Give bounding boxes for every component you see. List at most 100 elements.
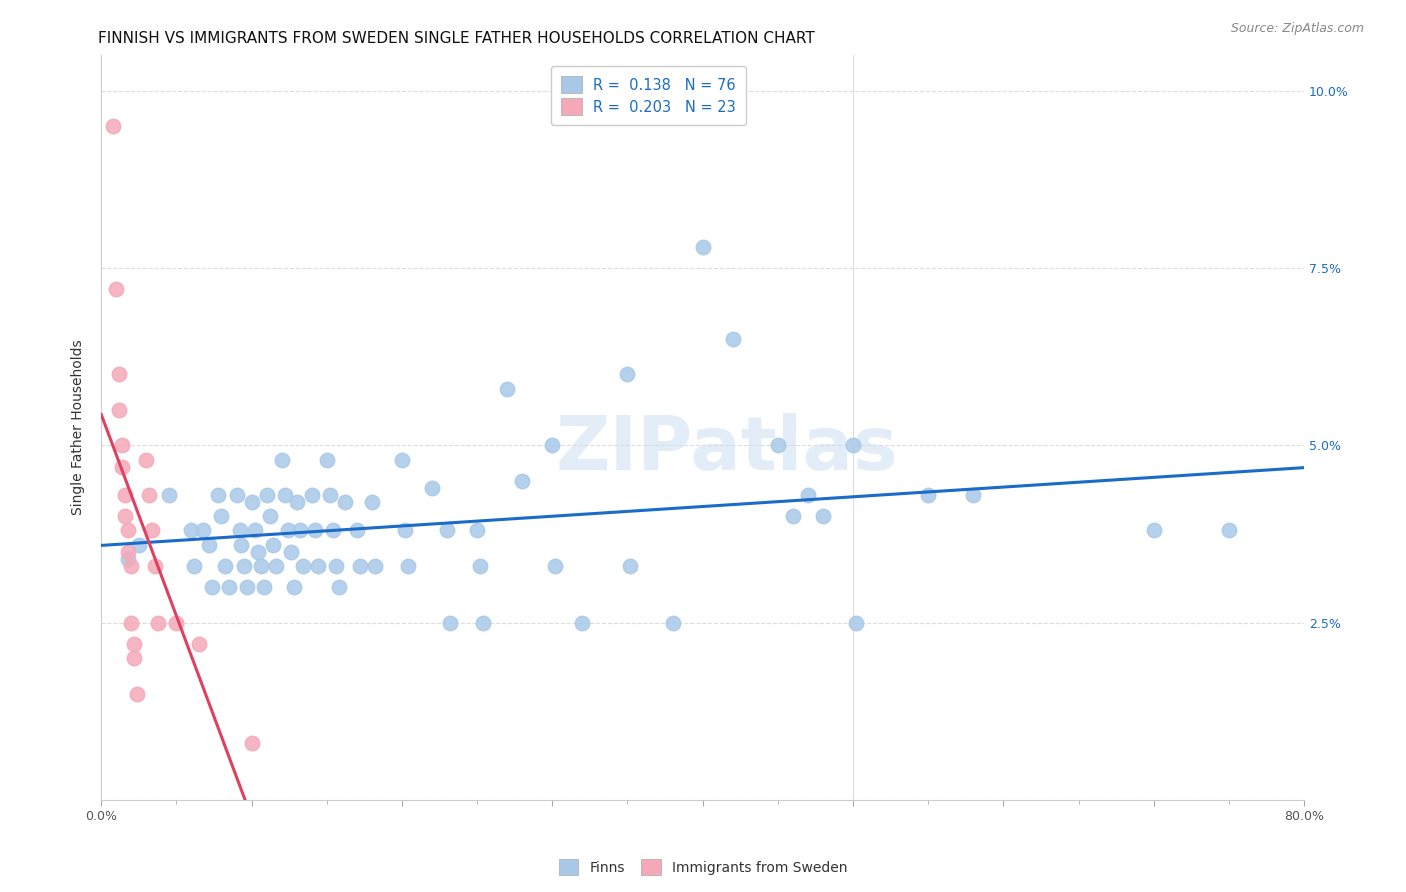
Point	[117, 552, 139, 566]
Point	[439, 615, 461, 630]
Point	[114, 488, 136, 502]
Point	[396, 558, 419, 573]
Point	[108, 402, 131, 417]
Point	[346, 524, 368, 538]
Point	[141, 524, 163, 538]
Point	[165, 615, 187, 630]
Point	[128, 538, 150, 552]
Point	[661, 615, 683, 630]
Point	[246, 545, 269, 559]
Point	[117, 545, 139, 559]
Point	[114, 509, 136, 524]
Point	[127, 687, 149, 701]
Point	[436, 524, 458, 538]
Point	[571, 615, 593, 630]
Point	[124, 651, 146, 665]
Point	[1143, 524, 1166, 538]
Point	[322, 524, 344, 538]
Point	[842, 438, 865, 452]
Point	[291, 558, 314, 573]
Point	[138, 488, 160, 502]
Point	[120, 558, 142, 573]
Point	[307, 558, 329, 573]
Point	[394, 524, 416, 538]
Point	[207, 488, 229, 502]
Point	[782, 509, 804, 524]
Point	[301, 488, 323, 502]
Point	[496, 382, 519, 396]
Point	[472, 615, 495, 630]
Point	[240, 495, 263, 509]
Point	[228, 524, 250, 538]
Point	[183, 558, 205, 573]
Point	[236, 580, 259, 594]
Point	[225, 488, 247, 502]
Point	[616, 368, 638, 382]
Point	[420, 481, 443, 495]
Point	[187, 637, 209, 651]
Point	[465, 524, 488, 538]
Point	[211, 509, 233, 524]
Point	[201, 580, 224, 594]
Point	[692, 240, 714, 254]
Legend: Finns, Immigrants from Sweden: Finns, Immigrants from Sweden	[553, 854, 853, 880]
Point	[277, 524, 299, 538]
Text: Source: ZipAtlas.com: Source: ZipAtlas.com	[1230, 22, 1364, 36]
Point	[148, 615, 170, 630]
Point	[962, 488, 984, 502]
Point	[468, 558, 491, 573]
Point	[544, 558, 567, 573]
Point	[214, 558, 236, 573]
Point	[273, 488, 295, 502]
Point	[280, 545, 302, 559]
Point	[193, 524, 215, 538]
Point	[285, 495, 308, 509]
Point	[111, 459, 134, 474]
Point	[333, 495, 356, 509]
Point	[262, 538, 284, 552]
Point	[391, 452, 413, 467]
Point	[124, 637, 146, 651]
Point	[198, 538, 221, 552]
Text: ZIPatlas: ZIPatlas	[555, 414, 898, 486]
Point	[143, 558, 166, 573]
Point	[917, 488, 939, 502]
Point	[283, 580, 305, 594]
Point	[180, 524, 202, 538]
Point	[117, 524, 139, 538]
Point	[229, 538, 252, 552]
Text: FINNISH VS IMMIGRANTS FROM SWEDEN SINGLE FATHER HOUSEHOLDS CORRELATION CHART: FINNISH VS IMMIGRANTS FROM SWEDEN SINGLE…	[98, 31, 815, 46]
Point	[797, 488, 820, 502]
Point	[135, 452, 157, 467]
Point	[111, 438, 134, 452]
Point	[364, 558, 387, 573]
Point	[360, 495, 382, 509]
Point	[845, 615, 868, 630]
Point	[105, 282, 128, 296]
Y-axis label: Single Father Households: Single Father Households	[72, 340, 86, 516]
Point	[349, 558, 371, 573]
Point	[270, 452, 292, 467]
Point	[259, 509, 281, 524]
Point	[103, 119, 125, 133]
Point	[721, 332, 744, 346]
Point	[319, 488, 342, 502]
Point	[252, 580, 274, 594]
Point	[157, 488, 180, 502]
Point	[240, 736, 263, 750]
Point	[304, 524, 326, 538]
Point	[249, 558, 271, 573]
Point	[256, 488, 278, 502]
Point	[541, 438, 564, 452]
Point	[233, 558, 256, 573]
Point	[288, 524, 311, 538]
Point	[108, 368, 131, 382]
Point	[811, 509, 834, 524]
Point	[243, 524, 266, 538]
Point	[619, 558, 641, 573]
Point	[328, 580, 350, 594]
Point	[218, 580, 240, 594]
Legend: R =  0.138   N = 76, R =  0.203   N = 23: R = 0.138 N = 76, R = 0.203 N = 23	[551, 66, 747, 126]
Point	[766, 438, 789, 452]
Point	[264, 558, 287, 573]
